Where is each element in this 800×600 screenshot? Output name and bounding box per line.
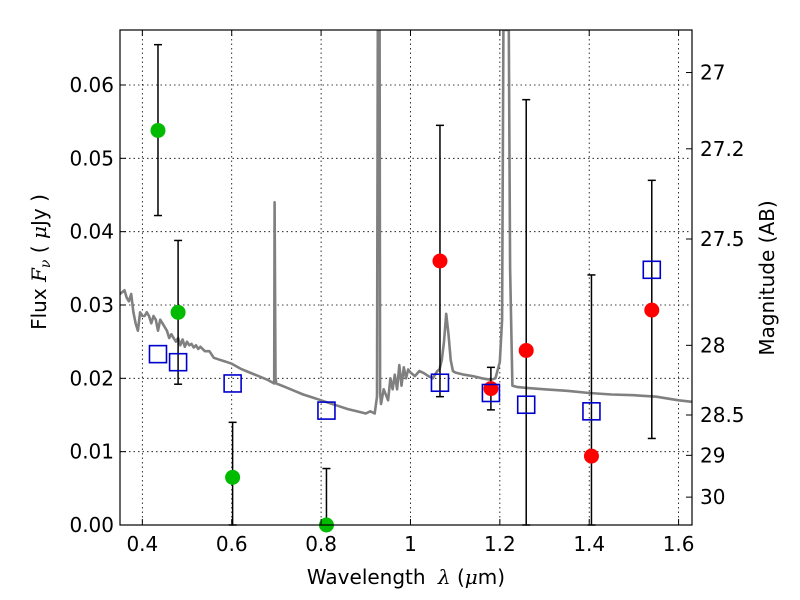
- x-tick-label-6: 1.6: [663, 532, 695, 556]
- mag-tick-label-5: 29: [700, 443, 725, 467]
- y-tick-label-1: 0.01: [69, 440, 114, 464]
- model-square-1: [168, 352, 188, 372]
- mag-tick-label-3: 28: [700, 333, 725, 357]
- model-square-7: [582, 402, 601, 421]
- y-axis-label: Flux Fν ( μJy ): [27, 194, 54, 330]
- mag-tick-label-6: 30: [700, 485, 725, 509]
- axis-ticks: 0.4 0.6 0.8 1 1.2 1.4 1.6 0.00 0.01 0.02 0.03 0.04 0…: [69, 30, 745, 556]
- model-square-6: [516, 395, 536, 415]
- x-tick-label-3: 1: [404, 532, 417, 556]
- data-point-1-0: [150, 122, 166, 138]
- data-point-2-3: [583, 448, 599, 464]
- data-markers: [148, 122, 662, 533]
- y-tick-label-2: 0.02: [69, 366, 114, 390]
- plot-background: [120, 30, 692, 525]
- mag-tick-label-0: 27: [700, 61, 725, 85]
- y-tick-label-3: 0.03: [69, 293, 114, 317]
- model-square-3: [317, 401, 336, 420]
- y-tick-label-0: 0.00: [69, 513, 114, 537]
- data-point-2-4: [644, 302, 660, 318]
- x-tick-label-2: 0.8: [305, 532, 337, 556]
- mag-tick-label-2: 27.5: [700, 227, 745, 251]
- model-square-5: [481, 383, 501, 403]
- data-point-2-1: [483, 381, 499, 397]
- model-square-4: [430, 373, 450, 393]
- y-tick-label-5: 0.05: [69, 146, 114, 170]
- grid-lines: [120, 30, 692, 526]
- data-point-1-2: [225, 469, 241, 485]
- model-square-2: [223, 374, 242, 393]
- plot-frame: [119, 29, 693, 526]
- x-tick-label-0: 0.4: [126, 532, 158, 556]
- data-point-2-2: [518, 342, 534, 358]
- y-tick-label-6: 0.06: [69, 73, 114, 97]
- model-square-0: [148, 344, 168, 364]
- mag-tick-label-4: 28.5: [700, 403, 745, 427]
- y-axis-right-label: Magnitude (AB): [755, 200, 779, 355]
- x-tick-label-4: 1.2: [484, 532, 516, 556]
- data-point-1-1: [170, 304, 186, 320]
- error-bars: [153, 43, 656, 526]
- data-point-2-0: [432, 253, 448, 269]
- x-tick-label-5: 1.4: [573, 532, 605, 556]
- x-axis-label: Wavelength λ (μm): [307, 565, 505, 589]
- mag-tick-label-1: 27.2: [700, 137, 745, 161]
- model-square-8: [642, 260, 662, 280]
- x-tick-label-1: 0.6: [216, 532, 248, 556]
- y-tick-label-4: 0.04: [69, 220, 114, 244]
